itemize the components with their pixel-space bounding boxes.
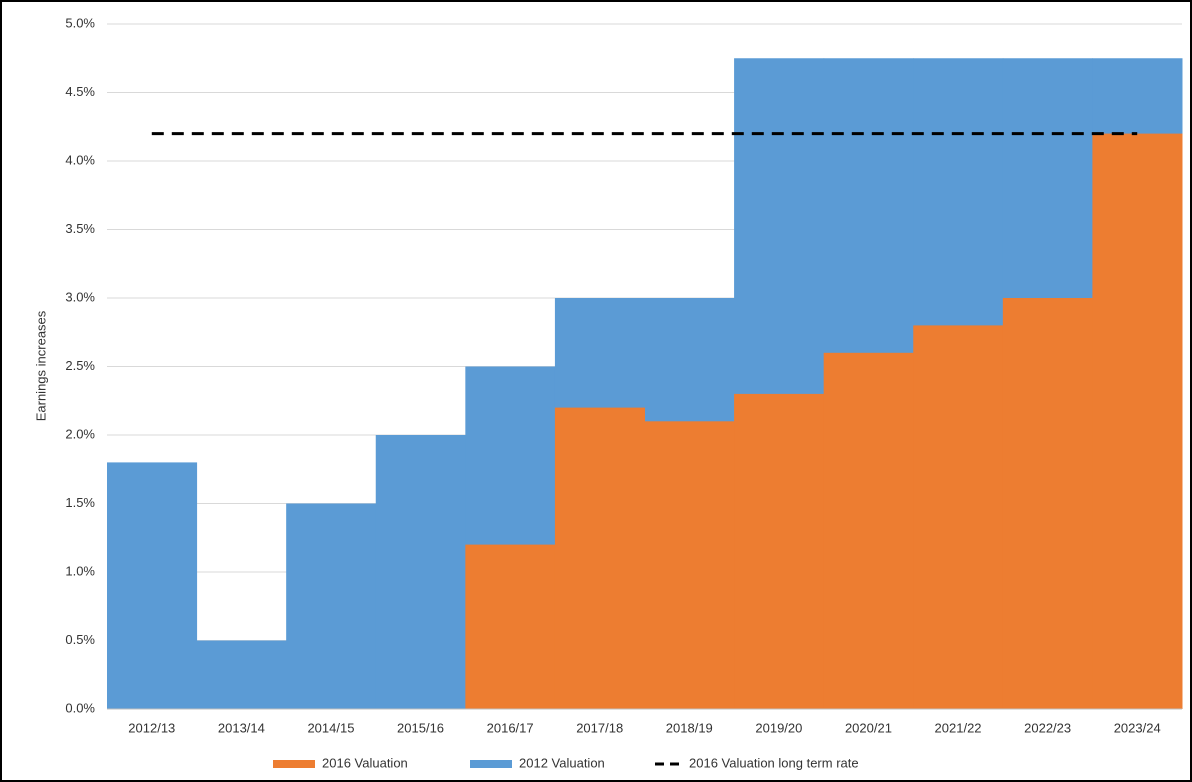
y-tick-label: 4.0% <box>65 152 95 167</box>
step-area <box>554 407 645 709</box>
x-tick-label: 2018/19 <box>666 720 713 735</box>
x-tick-label: 2019/20 <box>755 720 802 735</box>
x-tick-label: 2014/15 <box>307 720 354 735</box>
legend-label: 2016 Valuation long term rate <box>689 755 859 770</box>
y-tick-label: 1.0% <box>65 563 95 578</box>
y-tick-label: 3.0% <box>65 289 95 304</box>
step-area <box>1002 298 1093 709</box>
x-tick-label: 2020/21 <box>845 720 892 735</box>
step-area <box>375 435 466 709</box>
y-tick-label: 4.5% <box>65 84 95 99</box>
y-tick-label: 2.0% <box>65 426 95 441</box>
legend-label: 2016 Valuation <box>322 755 408 770</box>
x-tick-label: 2013/14 <box>218 720 265 735</box>
legend-swatch <box>470 760 512 768</box>
x-tick-label: 2022/23 <box>1024 720 1071 735</box>
y-tick-label: 2.5% <box>65 358 95 373</box>
legend-swatch <box>273 760 315 768</box>
y-tick-label: 0.0% <box>65 700 95 715</box>
y-tick-label: 1.5% <box>65 495 95 510</box>
step-area <box>1092 133 1183 710</box>
y-axis-label: Earnings increases <box>33 310 48 421</box>
step-area <box>734 393 825 709</box>
x-tick-label: 2023/24 <box>1114 720 1161 735</box>
x-tick-label: 2016/17 <box>487 720 534 735</box>
y-tick-label: 5.0% <box>65 15 95 30</box>
step-area <box>465 544 556 709</box>
legend-label: 2012 Valuation <box>519 755 605 770</box>
x-tick-label: 2012/13 <box>128 720 175 735</box>
x-tick-label: 2015/16 <box>397 720 444 735</box>
step-area <box>913 325 1004 709</box>
x-tick-label: 2021/22 <box>935 720 982 735</box>
step-area <box>286 503 377 709</box>
step-area <box>644 421 735 709</box>
x-tick-label: 2017/18 <box>576 720 623 735</box>
step-area <box>196 640 287 709</box>
y-tick-label: 0.5% <box>65 632 95 647</box>
step-area <box>107 462 198 709</box>
y-tick-label: 3.5% <box>65 221 95 236</box>
step-area <box>823 352 914 709</box>
